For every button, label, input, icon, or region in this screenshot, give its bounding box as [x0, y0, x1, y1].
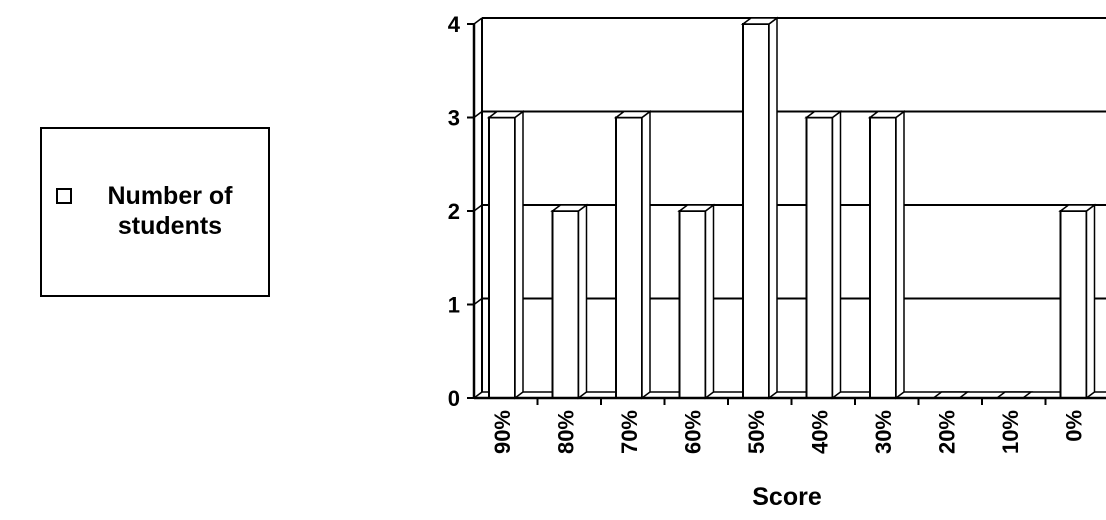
bar-side — [1085, 203, 1096, 400]
bar-side — [577, 203, 588, 400]
x-tick-label: 50% — [744, 410, 769, 454]
gridline-join — [473, 204, 483, 212]
y-tick-label: 2 — [448, 199, 460, 224]
x-tick-label: 40% — [808, 410, 833, 454]
bar — [740, 16, 780, 400]
bar-side — [768, 16, 778, 400]
bar-front — [678, 210, 707, 399]
bar-top — [867, 110, 907, 119]
y-tick-label: 0 — [448, 386, 460, 411]
x-tick-label: 0% — [1062, 410, 1087, 442]
x-tick-label: 30% — [871, 410, 896, 454]
bar — [804, 110, 843, 400]
legend-label: Number of students — [107, 182, 233, 240]
bar-top — [550, 204, 589, 212]
x-tick-label: 10% — [998, 410, 1023, 454]
bar-front — [615, 116, 643, 399]
gridline-join — [473, 17, 483, 25]
bar — [550, 203, 589, 400]
bar-side — [514, 110, 524, 400]
bar-side — [704, 203, 715, 400]
x-tick-label: 70% — [617, 410, 642, 454]
y-axis: 0 1 2 3 4 — [448, 12, 476, 411]
bar-top — [677, 204, 716, 212]
bar-top — [613, 110, 653, 119]
bar-front — [488, 116, 516, 399]
y-tick-label: 1 — [448, 293, 460, 318]
x-axis: 90% 80% 70% 60% 50% 40% 30% 20% 10% 0% — [474, 396, 1106, 454]
bar-top — [740, 17, 780, 25]
bar-front — [742, 23, 770, 399]
x-tick-label: 90% — [490, 410, 515, 454]
y-tick-label: 4 — [448, 12, 461, 37]
bar — [1058, 203, 1097, 400]
x-tick-label: 60% — [681, 410, 706, 454]
bar-side — [831, 110, 842, 400]
bar-top — [1058, 204, 1097, 212]
legend-swatch — [56, 188, 72, 204]
x-axis-title: Score — [752, 483, 822, 511]
bar-front — [551, 210, 580, 399]
bar-front — [869, 116, 897, 399]
legend: Number of students — [40, 127, 270, 297]
bars — [486, 16, 1097, 400]
bar-front — [805, 116, 834, 399]
x-tick-label: 80% — [554, 410, 579, 454]
bar — [677, 203, 716, 400]
bar-top — [804, 110, 843, 119]
bar — [486, 110, 526, 400]
gridline-join — [473, 110, 483, 119]
bar-front — [1059, 210, 1088, 399]
bar-top — [486, 110, 526, 119]
bar — [613, 110, 653, 400]
gridline-join — [473, 297, 483, 306]
y-tick-label: 3 — [448, 106, 460, 131]
bar-side — [641, 110, 651, 400]
x-tick-label: 20% — [935, 410, 960, 454]
bar — [867, 110, 907, 400]
bar-side — [895, 110, 905, 400]
